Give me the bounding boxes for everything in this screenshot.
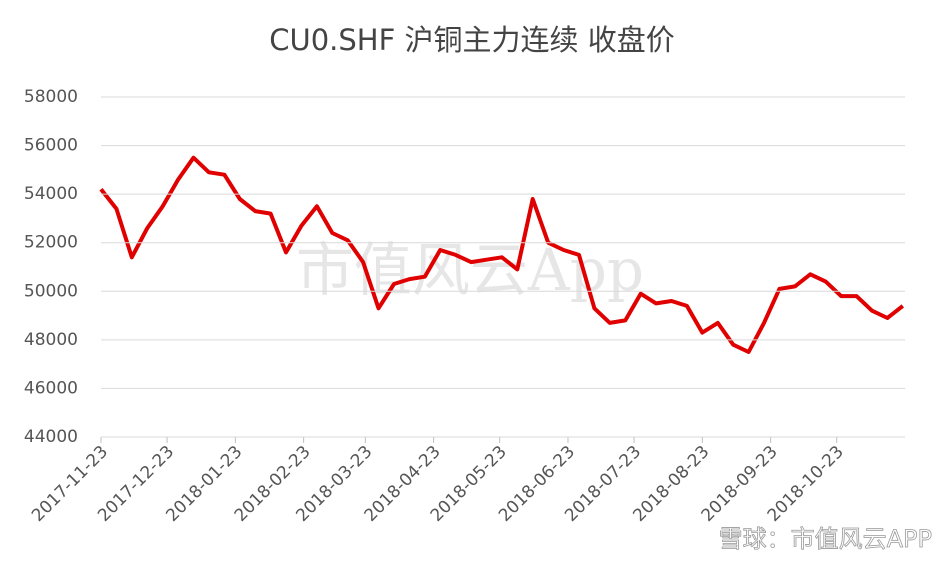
y-tick-label: 54000 [24, 184, 78, 204]
y-tick-label: 44000 [24, 427, 78, 447]
chart-title: CU0.SHF 沪铜主力连续 收盘价 [269, 23, 674, 57]
y-tick-label: 56000 [24, 136, 78, 156]
y-tick-label: 50000 [24, 281, 78, 301]
y-tick-label: 46000 [24, 378, 78, 398]
y-tick-label: 52000 [24, 233, 78, 253]
watermark: 雪球：市值风云APP [719, 525, 932, 553]
y-tick-label: 48000 [24, 330, 78, 350]
y-tick-label: 58000 [24, 87, 78, 107]
line-series [99, 155, 905, 354]
